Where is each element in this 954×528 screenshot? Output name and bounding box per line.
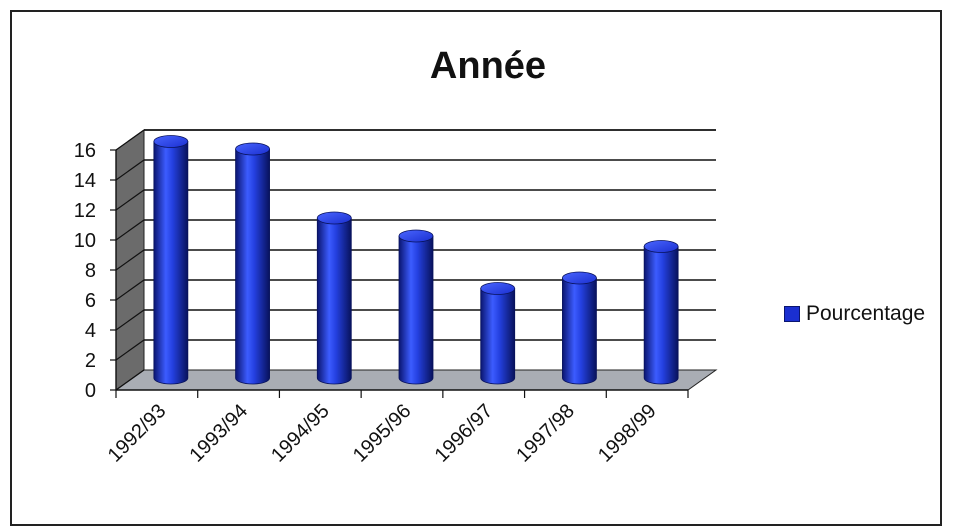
bar-top [643, 240, 679, 253]
bar [562, 271, 597, 385]
bar-body [562, 277, 597, 385]
x-tick-label: 1993/94 [185, 400, 252, 467]
y-tick-label: 16 [74, 140, 96, 162]
side-gridline [115, 339, 145, 361]
bar [316, 211, 352, 385]
bar-body [235, 148, 270, 385]
x-tick-label: 1998/99 [594, 400, 661, 467]
chart-title: Année [430, 45, 546, 87]
bar [235, 142, 270, 385]
bar-top [480, 282, 516, 295]
side-gridline [115, 219, 145, 241]
y-tick-label: 12 [74, 200, 96, 222]
side-gridline [115, 279, 145, 301]
x-tick-label: 1992/93 [104, 400, 171, 467]
bar-body [153, 141, 189, 385]
y-tick-label: 4 [85, 320, 96, 342]
side-gridline [115, 369, 145, 391]
y-tick-label: 6 [85, 290, 96, 312]
bar-top [235, 142, 270, 156]
bar [153, 135, 189, 385]
bar-top [153, 135, 189, 148]
x-tick-label: 1994/95 [267, 400, 334, 467]
legend: Pourcentage [784, 302, 925, 326]
bar-body [398, 235, 434, 385]
bar-top [562, 271, 597, 285]
bar-top [398, 229, 434, 243]
bar-body [316, 217, 352, 385]
y-tick-label: 8 [85, 260, 96, 282]
y-tick-label: 2 [85, 350, 96, 372]
side-gridline [115, 309, 145, 331]
x-tick-label: 1997/98 [512, 400, 579, 467]
bar-body [643, 246, 679, 385]
x-tick-label: 1996/97 [431, 400, 498, 467]
side-gridline [115, 159, 145, 181]
x-tick-label: 1995/96 [349, 400, 416, 467]
y-tick-label: 14 [74, 170, 96, 192]
side-gridline [115, 249, 145, 271]
bar [643, 240, 679, 385]
legend-swatch [784, 306, 800, 322]
side-gridline [115, 189, 145, 211]
y-tick-label: 0 [85, 380, 96, 402]
bar-body [480, 288, 516, 385]
bar [398, 229, 434, 385]
side-gridline [115, 129, 145, 151]
bar [480, 282, 516, 385]
bar-top [316, 211, 352, 225]
legend-label: Pourcentage [806, 302, 926, 325]
y-tick-label: 10 [74, 230, 96, 252]
